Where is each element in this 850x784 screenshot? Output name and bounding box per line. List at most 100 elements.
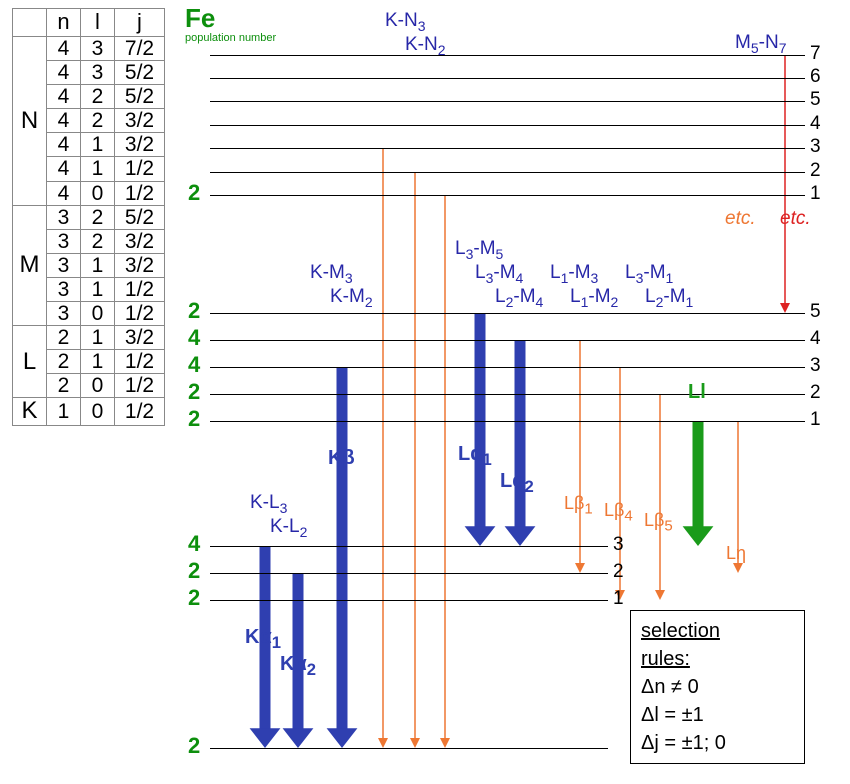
energy-level-line	[210, 394, 805, 395]
cell-j: 1/2	[115, 398, 165, 425]
level-number: 1	[810, 409, 821, 431]
siegbahn-label: Lβ1	[564, 493, 593, 518]
th-n: n	[47, 9, 81, 37]
shell-label: N	[13, 37, 47, 206]
cell-j: 1/2	[115, 157, 165, 181]
transition-label: L3-M1	[625, 262, 673, 286]
level-number: 2	[810, 160, 821, 182]
siegbahn-label: Lβ5	[644, 510, 673, 535]
population-number: 2	[188, 733, 200, 759]
population-number: 2	[188, 180, 200, 206]
energy-level-diagram: Fe population number selection	[180, 8, 840, 776]
energy-level-line	[210, 78, 805, 79]
level-number: 1	[810, 183, 821, 205]
cell-l: 0	[81, 302, 115, 326]
level-number: 3	[613, 534, 624, 556]
cell-j: 1/2	[115, 350, 165, 374]
energy-level-line	[210, 125, 805, 126]
cell-n: 4	[47, 157, 81, 181]
level-number: 5	[810, 89, 821, 111]
transition-label: L2-M1	[645, 286, 693, 310]
transition-label: L2-M4	[495, 286, 543, 310]
cell-n: 4	[47, 181, 81, 205]
rules-title-2: rules:	[641, 648, 690, 670]
cell-j: 1/2	[115, 181, 165, 205]
level-number: 7	[810, 43, 821, 65]
transition-label: K-M2	[330, 286, 373, 310]
cell-j: 5/2	[115, 85, 165, 109]
shell-label: L	[13, 326, 47, 398]
etc-label-orange: etc.	[725, 208, 756, 230]
transition-label: K-M3	[310, 262, 353, 286]
level-number: 1	[613, 588, 624, 610]
siegbahn-label: Ll	[688, 381, 706, 404]
cell-n: 3	[47, 205, 81, 229]
cell-l: 0	[81, 181, 115, 205]
population-number: 4	[188, 531, 200, 557]
energy-level-line	[210, 421, 805, 422]
level-number: 4	[810, 328, 821, 350]
shell-label: M	[13, 205, 47, 325]
cell-n: 2	[47, 326, 81, 350]
cell-l: 0	[81, 374, 115, 398]
level-number: 5	[810, 301, 821, 323]
energy-level-line	[210, 101, 805, 102]
table-header-row: n l j	[13, 9, 165, 37]
energy-level-line	[210, 748, 608, 749]
transition-label: K-L2	[270, 516, 307, 540]
cell-j: 3/2	[115, 326, 165, 350]
transition-label: M5-N7	[735, 32, 786, 56]
transition-label: L1-M3	[550, 262, 598, 286]
population-number: 2	[188, 406, 200, 432]
etc-label-red: etc.	[780, 208, 811, 230]
cell-l: 1	[81, 253, 115, 277]
cell-n: 4	[47, 85, 81, 109]
quantum-number-table: n l j N437/2435/2425/2423/2413/2411/2401…	[12, 8, 165, 426]
transition-label: L1-M2	[570, 286, 618, 310]
cell-l: 3	[81, 61, 115, 85]
siegbahn-label: Lβ4	[604, 500, 633, 525]
cell-j: 3/2	[115, 133, 165, 157]
cell-l: 1	[81, 277, 115, 301]
cell-j: 7/2	[115, 37, 165, 61]
cell-l: 3	[81, 37, 115, 61]
cell-n: 3	[47, 229, 81, 253]
cell-j: 1/2	[115, 277, 165, 301]
rule-line-2: Δl = ±1	[641, 701, 794, 729]
cell-l: 0	[81, 398, 115, 425]
table-row: N437/2	[13, 37, 165, 61]
cell-j: 3/2	[115, 253, 165, 277]
siegbahn-label: Kβ	[328, 447, 355, 470]
cell-j: 5/2	[115, 205, 165, 229]
selection-rules-box: selection rules: Δn ≠ 0 Δl = ±1 Δj = ±1;…	[630, 610, 805, 764]
cell-l: 2	[81, 229, 115, 253]
cell-j: 5/2	[115, 61, 165, 85]
level-number: 2	[810, 382, 821, 404]
cell-l: 1	[81, 326, 115, 350]
cell-n: 4	[47, 37, 81, 61]
level-number: 4	[810, 113, 821, 135]
cell-n: 3	[47, 302, 81, 326]
transition-label: L3-M4	[475, 262, 523, 286]
rules-title-1: selection	[641, 620, 720, 642]
figure-container: n l j N437/2435/2425/2423/2413/2411/2401…	[0, 0, 850, 784]
cell-l: 1	[81, 157, 115, 181]
energy-level-line	[210, 55, 805, 56]
population-number: 4	[188, 325, 200, 351]
cell-n: 3	[47, 277, 81, 301]
energy-level-line	[210, 367, 805, 368]
cell-l: 1	[81, 350, 115, 374]
level-number: 6	[810, 66, 821, 88]
level-number: 2	[613, 561, 624, 583]
transition-label: K-N3	[385, 10, 426, 34]
energy-level-line	[210, 313, 805, 314]
th-shell	[13, 9, 47, 37]
cell-j: 1/2	[115, 302, 165, 326]
rules-title-line: selection rules:	[641, 617, 794, 673]
energy-level-line	[210, 546, 608, 547]
transition-label: L3-M5	[455, 238, 503, 262]
siegbahn-label: Lα2	[500, 470, 534, 497]
cell-j: 1/2	[115, 374, 165, 398]
shell-label: K	[13, 398, 47, 425]
cell-n: 2	[47, 374, 81, 398]
